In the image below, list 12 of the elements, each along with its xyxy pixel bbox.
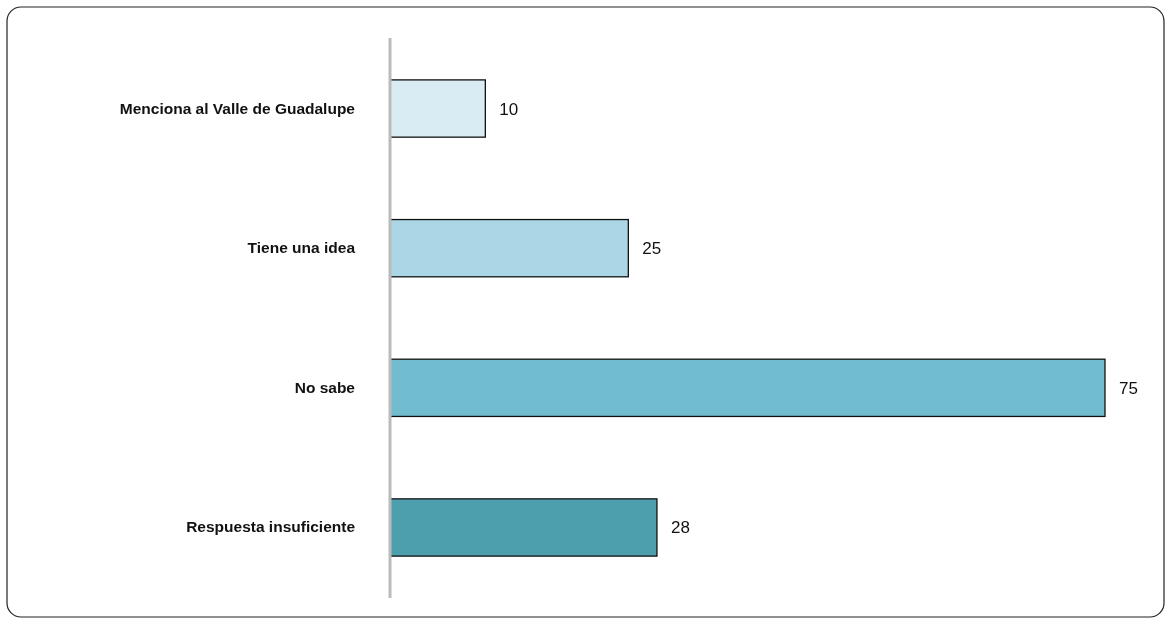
bar [389,79,486,138]
y-tick-label: Menciona al Valle de Guadalupe [119,99,356,117]
y-tick-label: No sabe [294,378,356,396]
y-tick-label: Respuesta insuficiente [186,518,356,536]
bar [389,498,658,557]
data-label: 28 [670,518,690,538]
bar [389,358,1106,418]
data-label: 10 [499,99,519,119]
y-tick-label: Tiene una idea [247,239,356,257]
bar [389,218,629,278]
data-label: 75 [1119,378,1138,398]
data-label: 25 [642,239,662,259]
